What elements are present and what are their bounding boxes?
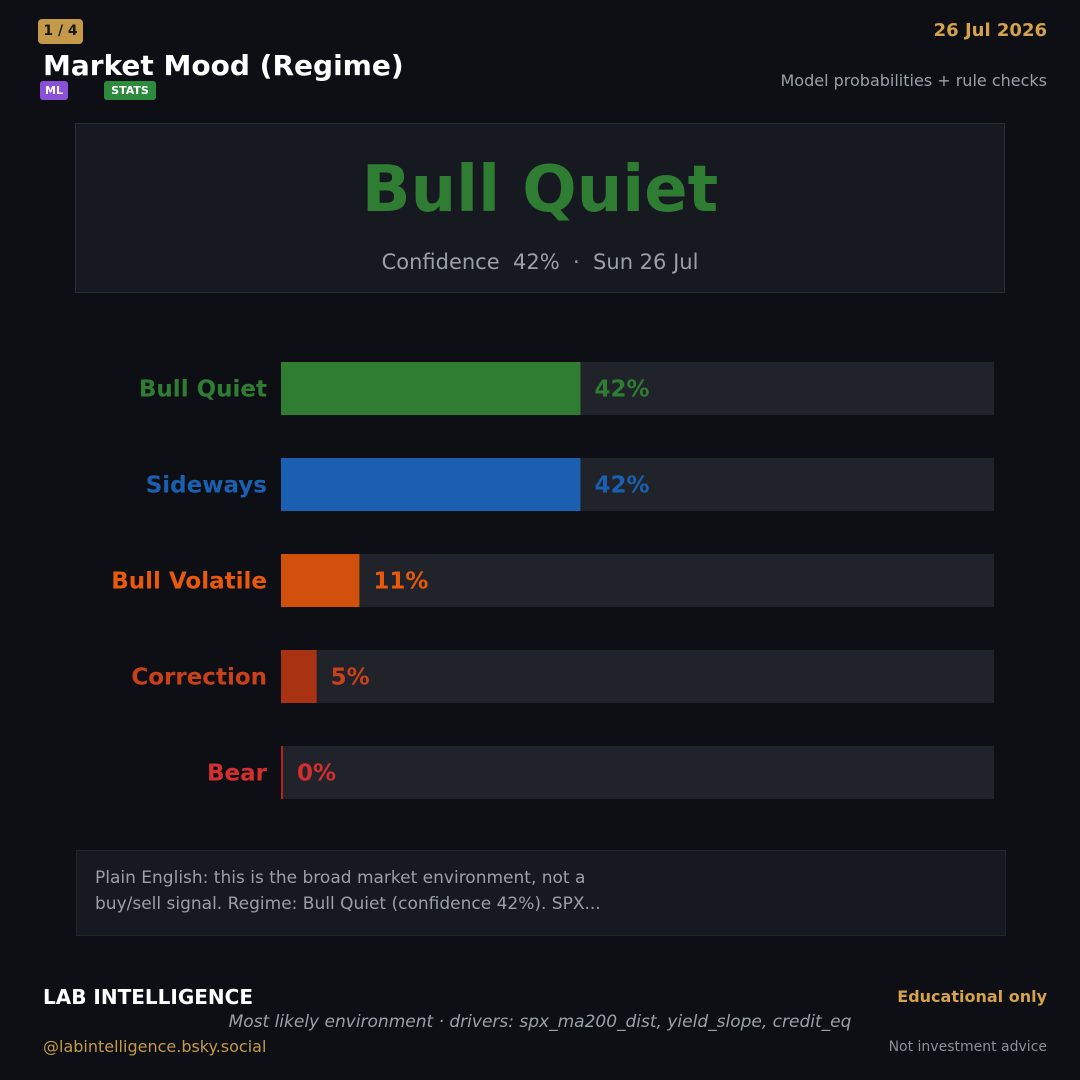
bar-bull-quiet (281, 362, 581, 415)
note-text: Plain English: this is the broad market … (95, 868, 601, 914)
bar-value-correction: 5% (331, 665, 370, 691)
bar-value-sideways: 42% (594, 473, 649, 499)
bar-label-bull-volatile: Bull Volatile (111, 569, 267, 595)
ml-tag: ML (40, 81, 68, 100)
report-date: 26 Jul 2026 (933, 20, 1047, 41)
stats-tag: STATS (104, 81, 156, 100)
bar-track-correction (281, 650, 994, 703)
page-indicator-badge: 1 / 4 (38, 19, 83, 44)
plain-english-note: Plain English: this is the broad market … (76, 850, 1006, 936)
bar-label-sideways: Sideways (146, 473, 267, 499)
disclaimer: Not investment advice (888, 1039, 1047, 1055)
bar-track-bull-volatile (281, 554, 994, 607)
educational-label: Educational only (897, 987, 1047, 1006)
bar-sideways (281, 458, 581, 511)
regime-probability-chart: Bull Quiet 42% Sideways 42% Bull Volatile 11%… (111, 362, 994, 799)
current-regime: Bull Quiet (361, 153, 719, 227)
regime-hero-card: Bull Quiet Confidence 42% · Sun 26 Jul (75, 123, 1005, 293)
bar-label-bull-quiet: Bull Quiet (139, 377, 267, 403)
bar-correction (281, 650, 317, 703)
social-handle-link[interactable]: @labintelligence.bsky.social (43, 1037, 267, 1056)
brand-name: LAB INTELLIGENCE (43, 985, 253, 1009)
bar-value-bull-volatile: 11% (373, 569, 428, 595)
drivers-caption: Most likely environment · drivers: spx_m… (228, 1012, 852, 1032)
bar-track-bear (281, 746, 994, 799)
regime-confidence-date: Confidence 42% · Sun 26 Jul (381, 250, 699, 274)
bar-bull-volatile (281, 554, 360, 607)
page-subtitle: Model probabilities + rule checks (780, 71, 1048, 90)
bar-bear (281, 746, 283, 799)
bar-value-bull-quiet: 42% (594, 377, 649, 403)
bar-label-correction: Correction (131, 665, 267, 691)
bar-label-bear: Bear (207, 761, 268, 787)
bar-value-bear: 0% (297, 761, 336, 787)
page-title: Market Mood (Regime) (43, 49, 404, 82)
